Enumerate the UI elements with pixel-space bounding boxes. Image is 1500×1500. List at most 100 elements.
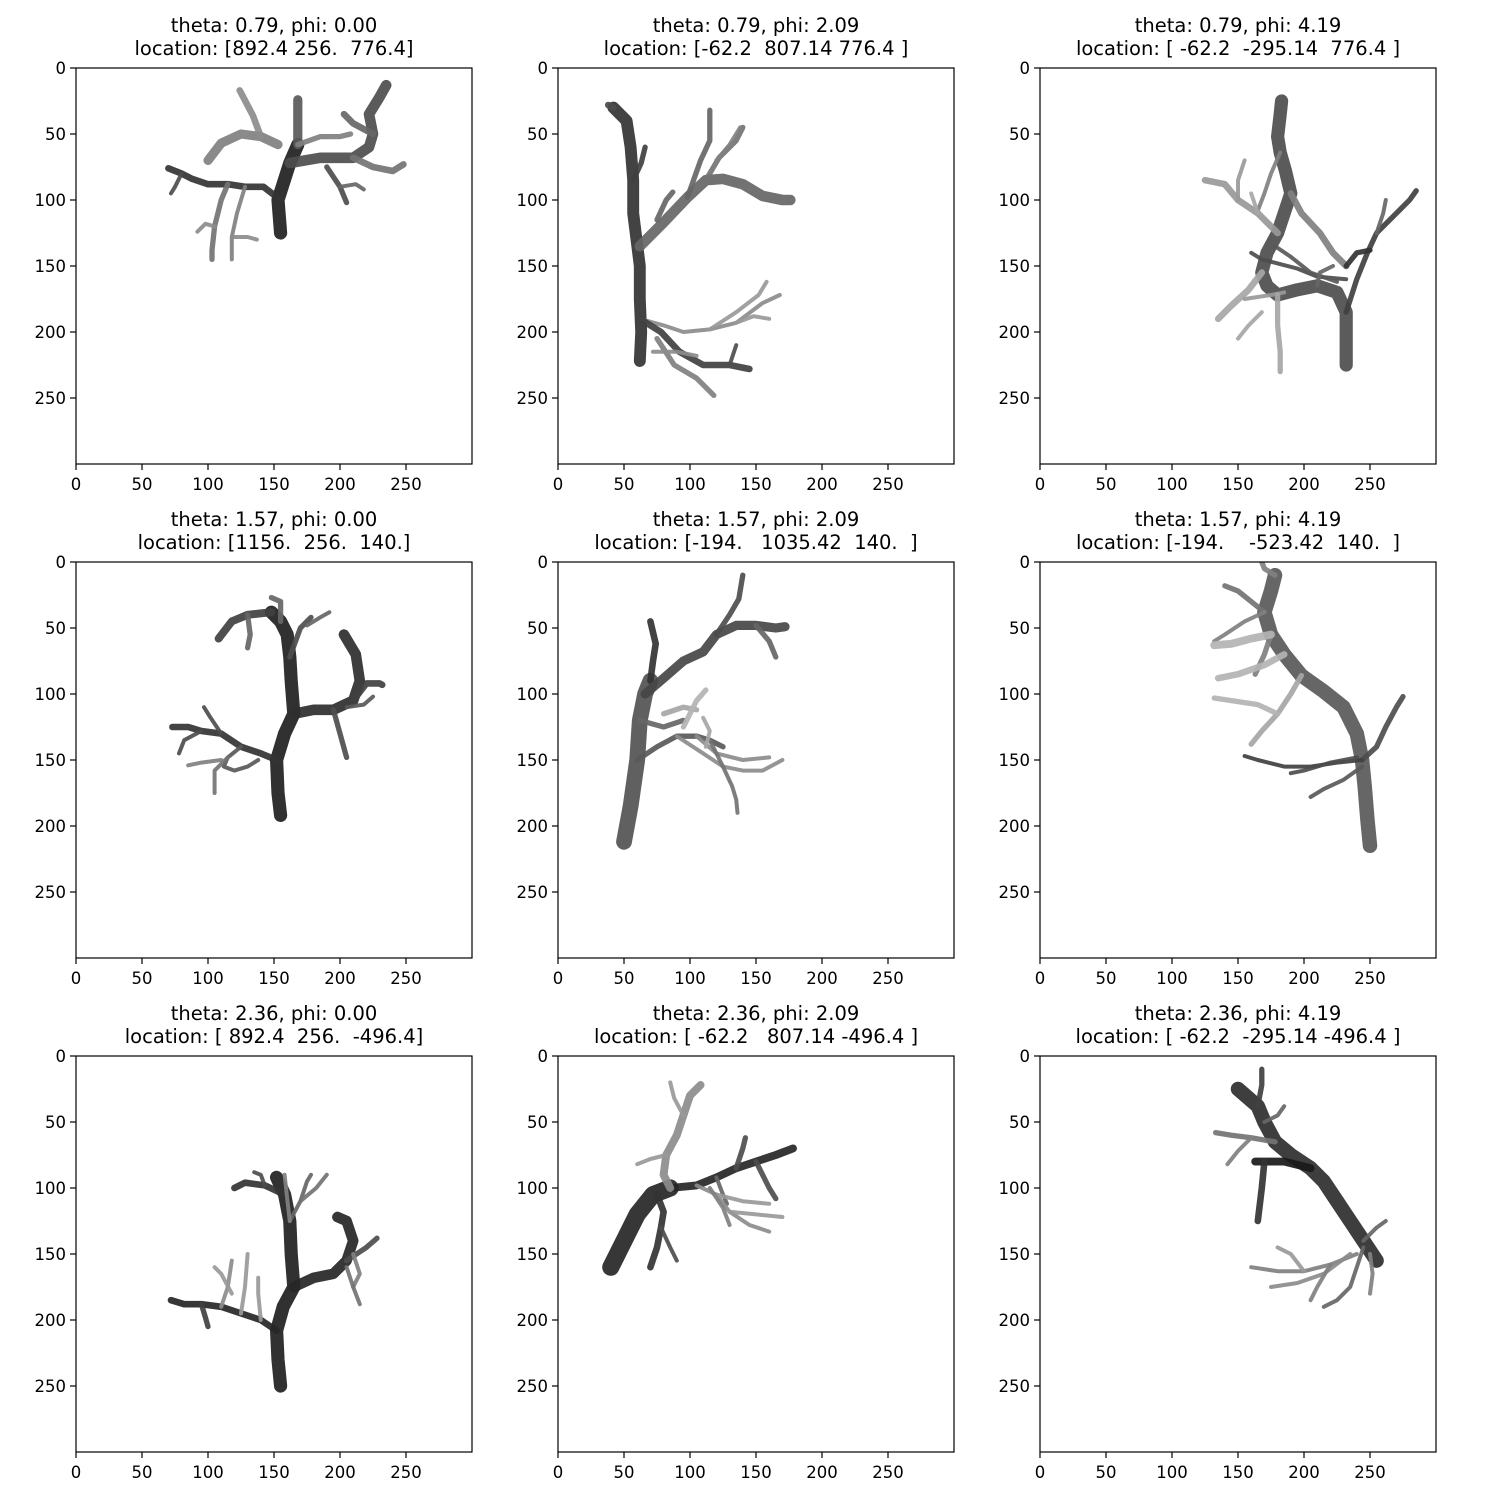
vessel-branch [1308, 764, 1365, 799]
vessel-branch [701, 715, 712, 749]
vessel-branch [239, 1252, 250, 1316]
x-tick-label: 150 [740, 1463, 772, 1482]
y-tick-label: 150 [999, 751, 1031, 770]
image-area [558, 68, 954, 464]
vessel-branch [268, 594, 284, 625]
y-tick-label: 100 [35, 685, 67, 704]
y-tick-label: 250 [35, 1377, 67, 1396]
vessel-branch [659, 1081, 705, 1192]
subplot-title: theta: 0.79, phi: 0.00 location: [892.4 2… [76, 14, 472, 60]
x-tick-label: 200 [324, 969, 356, 988]
y-tick-label: 200 [999, 323, 1031, 342]
vessel-branch [1275, 1245, 1306, 1274]
vessel-branch [1255, 94, 1353, 372]
subplot-axes: 0 50 100 150 200 250 0 50 100 150 200 250 [35, 553, 473, 988]
x-tick-label: 200 [1288, 475, 1320, 494]
x-tick-label: 100 [192, 969, 224, 988]
vessel-branch [349, 154, 407, 175]
y-tick-label: 50 [1009, 125, 1030, 144]
x-tick-label: 50 [1096, 1463, 1117, 1482]
vessel-branch [727, 1209, 785, 1219]
y-tick-label: 250 [999, 883, 1031, 902]
vessel-branch [340, 110, 377, 138]
y-tick-label: 250 [999, 389, 1031, 408]
x-tick-label: 150 [258, 969, 290, 988]
y-tick-label: 50 [1009, 619, 1030, 638]
x-tick-label: 250 [390, 969, 422, 988]
y-tick-label: 150 [35, 751, 67, 770]
vessel-branch [1225, 1135, 1254, 1167]
vessel-branch [271, 138, 305, 240]
vessel-branch [1249, 191, 1260, 216]
subplot-title: theta: 1.57, phi: 4.19 location: [-194. -… [1040, 508, 1436, 554]
y-tick-label: 200 [999, 1311, 1031, 1330]
vessel-branch [202, 705, 224, 736]
subplot-location-line: location: [ -62.2 -295.14 776.4 ] [1075, 37, 1401, 60]
image-area [76, 68, 472, 464]
subplot-location-line: location: [ 892.4 256. -496.4] [124, 1025, 424, 1048]
subplot-location-line: location: [892.4 256. 776.4] [134, 37, 414, 60]
x-tick-label: 100 [1156, 475, 1188, 494]
y-tick-label: 100 [517, 685, 549, 704]
vessel-branch [1259, 562, 1278, 578]
vessel-branch [344, 1265, 362, 1307]
y-tick-label: 150 [517, 1245, 549, 1264]
x-tick-label: 0 [1035, 969, 1046, 988]
vessel-branch [1214, 651, 1288, 682]
x-tick-label: 100 [674, 969, 706, 988]
vessel-branch [668, 1080, 686, 1118]
x-tick-label: 200 [324, 475, 356, 494]
vessel-branch [636, 315, 753, 373]
vessel-tree [604, 101, 796, 399]
vessel-branch [298, 1172, 329, 1204]
x-tick-label: 250 [1354, 475, 1386, 494]
vessel-branch [212, 755, 230, 795]
y-tick-label: 0 [56, 1047, 67, 1066]
vessel-branch [1212, 1129, 1278, 1145]
y-tick-label: 0 [1020, 59, 1031, 78]
vessel-branch [349, 680, 386, 704]
y-tick-label: 200 [35, 1311, 67, 1330]
vessel-branch [330, 707, 350, 761]
vessel-branch [186, 758, 224, 768]
subplot-axes: 0 50 100 150 200 250 0 50 100 150 200 250 [999, 553, 1437, 988]
subplot-title-line: theta: 2.36, phi: 2.09 [652, 1002, 860, 1025]
subplot-panel: theta: 2.36, phi: 4.19 location: [ -62.2 … [964, 988, 1446, 1488]
vessel-branch [630, 144, 648, 183]
vessel-branch [635, 1153, 669, 1167]
x-tick-label: 0 [553, 1463, 564, 1482]
vessel-branch [177, 729, 204, 756]
y-tick-label: 100 [517, 1179, 549, 1198]
subplot-axes: 0 50 100 150 200 250 0 50 100 150 200 250 [35, 1047, 473, 1482]
y-tick-label: 200 [517, 817, 549, 836]
vessel-branch [231, 1179, 288, 1198]
vessel-tree [1210, 562, 1406, 854]
vessel-branch [1255, 150, 1283, 213]
y-tick-label: 100 [517, 191, 549, 210]
x-tick-label: 100 [192, 1463, 224, 1482]
subplot-axes: 0 50 100 150 200 250 0 50 100 150 200 250 [999, 1047, 1437, 1482]
vessel-branch [1251, 1157, 1315, 1173]
x-tick-label: 150 [740, 475, 772, 494]
subplot-location-line: location: [ -62.2 807.14 -496.4 ] [593, 1025, 919, 1048]
vessel-branch [651, 349, 699, 358]
x-tick-label: 50 [1096, 475, 1117, 494]
vessel-branch [604, 101, 617, 111]
subplot-axes: 0 50 100 150 200 250 0 50 100 150 200 250 [517, 1047, 955, 1482]
y-tick-label: 150 [999, 257, 1031, 276]
subplot-panel: theta: 0.79, phi: 2.09 location: [-62.2 8… [482, 0, 964, 500]
subplot-panel: theta: 0.79, phi: 4.19 location: [ -62.2 … [964, 0, 1446, 500]
y-tick-label: 0 [538, 553, 549, 572]
subplot-panel: theta: 2.36, phi: 0.00 location: [ 892.4 … [0, 988, 482, 1488]
subplot-title-line: theta: 0.79, phi: 4.19 [1134, 14, 1342, 37]
vessel-branch [1343, 247, 1373, 269]
y-tick-label: 50 [1009, 1113, 1030, 1132]
y-tick-label: 250 [35, 883, 67, 902]
y-tick-label: 50 [527, 619, 548, 638]
y-tick-label: 200 [35, 323, 67, 342]
vessel-tree [165, 79, 407, 263]
x-tick-label: 0 [553, 969, 564, 988]
subplot-axes: 0 50 100 150 200 250 0 50 100 150 200 250 [35, 59, 473, 494]
y-tick-label: 150 [35, 257, 67, 276]
image-area [1040, 68, 1436, 464]
